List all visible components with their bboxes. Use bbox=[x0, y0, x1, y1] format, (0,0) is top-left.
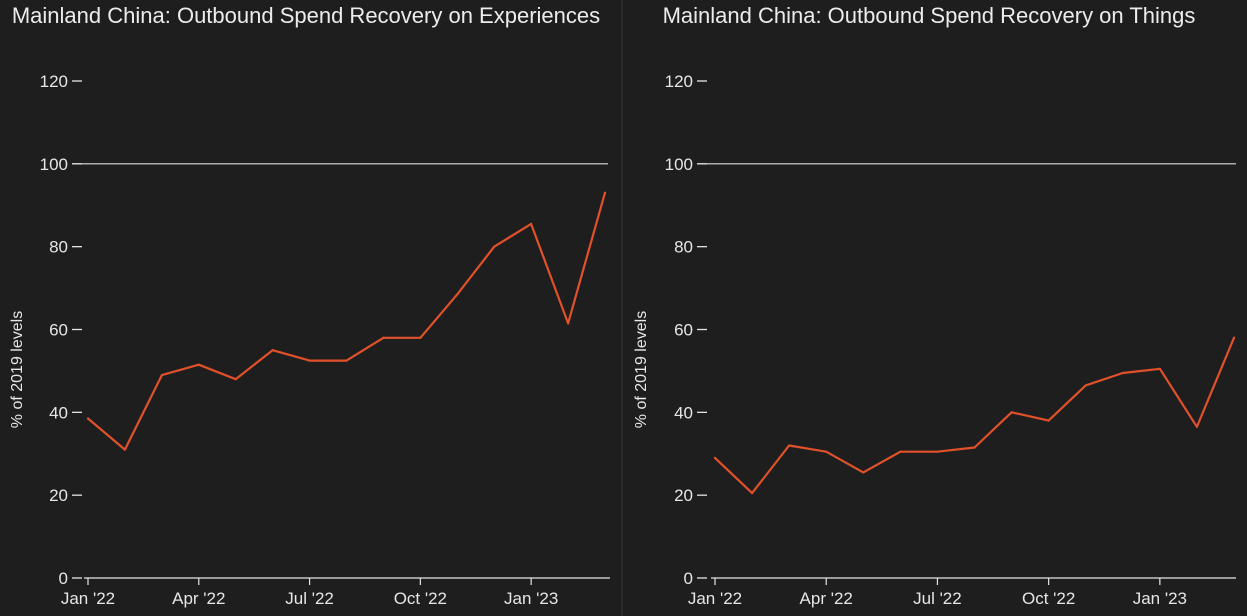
data-point bbox=[308, 359, 311, 362]
y-tick-label: 100 bbox=[665, 155, 693, 174]
data-point bbox=[197, 363, 200, 366]
x-tick-label: Apr '22 bbox=[800, 589, 853, 608]
x-tick-label: Jan '23 bbox=[1133, 589, 1187, 608]
data-point bbox=[123, 448, 127, 451]
y-tick-label: 120 bbox=[665, 72, 693, 91]
data-point bbox=[936, 450, 939, 453]
y-tick-label: 80 bbox=[49, 238, 68, 257]
y-tick-label: 100 bbox=[40, 155, 68, 174]
y-tick-label: 60 bbox=[49, 321, 68, 340]
data-point bbox=[530, 222, 533, 225]
y-tick-label: 20 bbox=[674, 486, 693, 505]
data-point bbox=[1158, 367, 1161, 370]
y-tick-label: 80 bbox=[674, 238, 693, 257]
data-point bbox=[1047, 419, 1050, 422]
data-point bbox=[271, 349, 274, 352]
data-point bbox=[160, 373, 163, 377]
y-tick-label: 60 bbox=[674, 321, 693, 340]
y-tick-label: 0 bbox=[59, 569, 68, 588]
line-chart-experiences: 0 20 40 60 80 100 120 % of 2019 levels Jan '22 Ap… bbox=[9, 72, 610, 608]
data-point bbox=[1232, 336, 1236, 339]
data-point bbox=[345, 359, 348, 362]
data-point bbox=[973, 446, 976, 449]
x-tick-label: Jan '22 bbox=[61, 589, 115, 608]
data-point bbox=[603, 191, 607, 194]
chart-title-things: Mainland China: Outbound Spend Recovery … bbox=[662, 3, 1196, 28]
x-tick-label: Jan '22 bbox=[688, 589, 742, 608]
x-tick-label: Oct '22 bbox=[394, 589, 447, 608]
chart-panel-experiences: Mainland China: Outbound Spend Recovery … bbox=[0, 0, 622, 616]
data-point bbox=[788, 444, 791, 447]
data-point bbox=[1121, 371, 1124, 375]
y-tick-label: 120 bbox=[40, 72, 68, 91]
y-axis-label: % of 2019 levels bbox=[633, 311, 650, 428]
data-point bbox=[234, 378, 237, 381]
series-line bbox=[86, 191, 607, 451]
data-point bbox=[750, 491, 754, 495]
data-point bbox=[493, 245, 496, 248]
x-tick-label: Jul '22 bbox=[285, 589, 334, 608]
chart-title-experiences: Mainland China: Outbound Spend Recovery … bbox=[11, 3, 601, 28]
x-tick-label: Oct '22 bbox=[1022, 589, 1075, 608]
x-tick-label: Jul '22 bbox=[913, 589, 962, 608]
data-point bbox=[1195, 425, 1199, 428]
y-axis-label: % of 2019 levels bbox=[9, 311, 26, 428]
data-point bbox=[86, 417, 90, 420]
y-tick-label: 20 bbox=[49, 486, 68, 505]
chart-panel-things: Mainland China: Outbound Spend Recovery … bbox=[624, 0, 1247, 616]
data-point bbox=[566, 322, 570, 325]
panel-divider bbox=[621, 0, 623, 616]
data-point bbox=[456, 293, 459, 296]
line-chart-things: 0 20 40 60 80 100 120 % of 2019 levels Jan '22 Ap… bbox=[633, 72, 1236, 608]
x-tick-label: Apr '22 bbox=[172, 589, 225, 608]
series-line bbox=[713, 336, 1236, 495]
data-point bbox=[825, 450, 828, 453]
y-tick-label: 40 bbox=[49, 403, 68, 422]
data-point bbox=[382, 336, 385, 339]
data-point bbox=[713, 456, 717, 459]
x-tick-label: Jan '23 bbox=[504, 589, 558, 608]
data-point bbox=[899, 450, 902, 453]
data-point bbox=[1084, 384, 1087, 387]
y-tick-label: 40 bbox=[674, 403, 693, 422]
data-point bbox=[1010, 411, 1013, 414]
data-point bbox=[419, 336, 422, 339]
y-tick-label: 0 bbox=[684, 569, 693, 588]
data-point bbox=[862, 471, 865, 474]
